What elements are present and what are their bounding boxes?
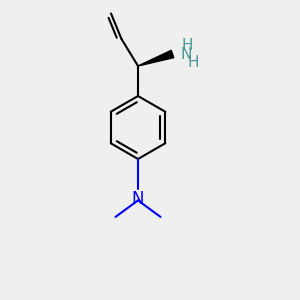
Text: N: N bbox=[180, 46, 191, 62]
Text: N: N bbox=[132, 190, 144, 208]
Polygon shape bbox=[138, 50, 174, 66]
Text: H: H bbox=[188, 55, 199, 70]
Text: H: H bbox=[182, 38, 193, 53]
